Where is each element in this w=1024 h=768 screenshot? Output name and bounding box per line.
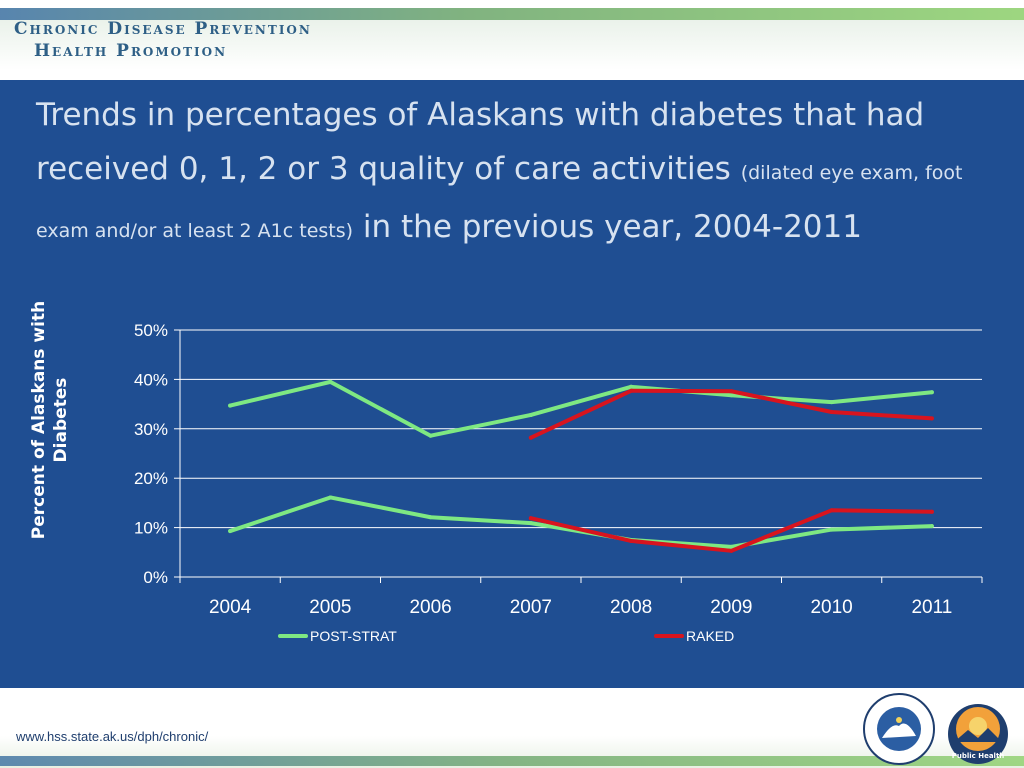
program-name-line1: Chronic Disease Prevention — [14, 19, 312, 39]
data-point — [729, 544, 734, 549]
y-tick-label: 40% — [134, 370, 168, 389]
x-tick-label: 2011 — [911, 597, 952, 618]
x-tick-label: 2010 — [810, 597, 852, 618]
x-tick-label: 2007 — [510, 597, 552, 618]
data-point — [328, 495, 333, 500]
slide-title: Trends in percentages of Alaskans with d… — [36, 88, 1006, 258]
data-point — [528, 412, 533, 417]
x-tick-label: 2005 — [309, 597, 351, 618]
x-tick-label: 2008 — [610, 597, 652, 618]
series-line-post-strat — [228, 495, 934, 549]
legend-layer: POST-STRAT RAKED — [278, 628, 734, 644]
slide-title-note: (dilated eye exam, foot exam and/or at l… — [36, 162, 963, 242]
data-point — [729, 548, 734, 553]
x-tick-label: 2009 — [710, 597, 752, 618]
data-point — [929, 509, 934, 514]
slide-title-period: in the previous year, 2004-2011 — [362, 209, 862, 245]
data-point — [428, 433, 433, 438]
header-background — [0, 20, 1024, 70]
axis-layer: 0% 10% 20% 30% 40% 50% 2004 2005 2006 2007 2008 200… — [134, 321, 983, 618]
slide-title-main: Trends in percentages of Alaskans with d… — [36, 97, 925, 187]
footer-band — [0, 688, 1024, 768]
footer-stripe — [0, 756, 1024, 766]
data-point — [629, 388, 634, 393]
data-point — [829, 410, 834, 415]
data-point — [228, 529, 233, 534]
x-tick-label: 2006 — [409, 597, 451, 618]
series-layer — [228, 379, 934, 553]
data-point — [829, 527, 834, 532]
header-top-stripe — [0, 8, 1024, 20]
y-tick-label: 0% — [143, 568, 168, 587]
y-tick-label: 50% — [134, 321, 168, 340]
data-point — [729, 389, 734, 394]
data-point — [528, 521, 533, 526]
data-point — [528, 516, 533, 521]
legend-label: RAKED — [686, 628, 734, 644]
public-health-logo-text: Public Health — [952, 752, 1005, 760]
data-point — [629, 384, 634, 389]
program-name-line2: Health Promotion — [34, 41, 228, 61]
y-tick-label: 10% — [134, 519, 168, 538]
data-point — [629, 538, 634, 543]
data-point — [528, 435, 533, 440]
data-point — [929, 416, 934, 421]
public-health-logo-icon: Public Health — [948, 704, 1008, 764]
content-panel — [0, 80, 1024, 688]
data-point — [729, 393, 734, 398]
data-point — [829, 400, 834, 405]
y-tick-label: 20% — [134, 469, 168, 488]
data-point — [929, 390, 934, 395]
data-point — [228, 403, 233, 408]
y-tick-label: 30% — [134, 420, 168, 439]
x-tick-label: 2004 — [209, 597, 252, 618]
data-point — [929, 524, 934, 529]
data-point — [428, 515, 433, 520]
state-of-alaska-seal-icon — [863, 693, 935, 765]
series-line-raked — [528, 508, 934, 553]
data-point — [829, 508, 834, 513]
program-name: Chronic Disease Prevention Health Promot… — [14, 18, 312, 62]
data-point — [328, 379, 333, 384]
footer-url-link[interactable]: www.hss.state.ak.us/dph/chronic/ — [16, 729, 209, 744]
legend-label: POST-STRAT — [310, 628, 397, 644]
line-chart: 0% 10% 20% 30% 40% 50% 2004 2005 2006 2007 2008 200… — [134, 321, 983, 644]
grid-layer — [180, 329, 982, 529]
series-line-post-strat — [228, 379, 934, 438]
